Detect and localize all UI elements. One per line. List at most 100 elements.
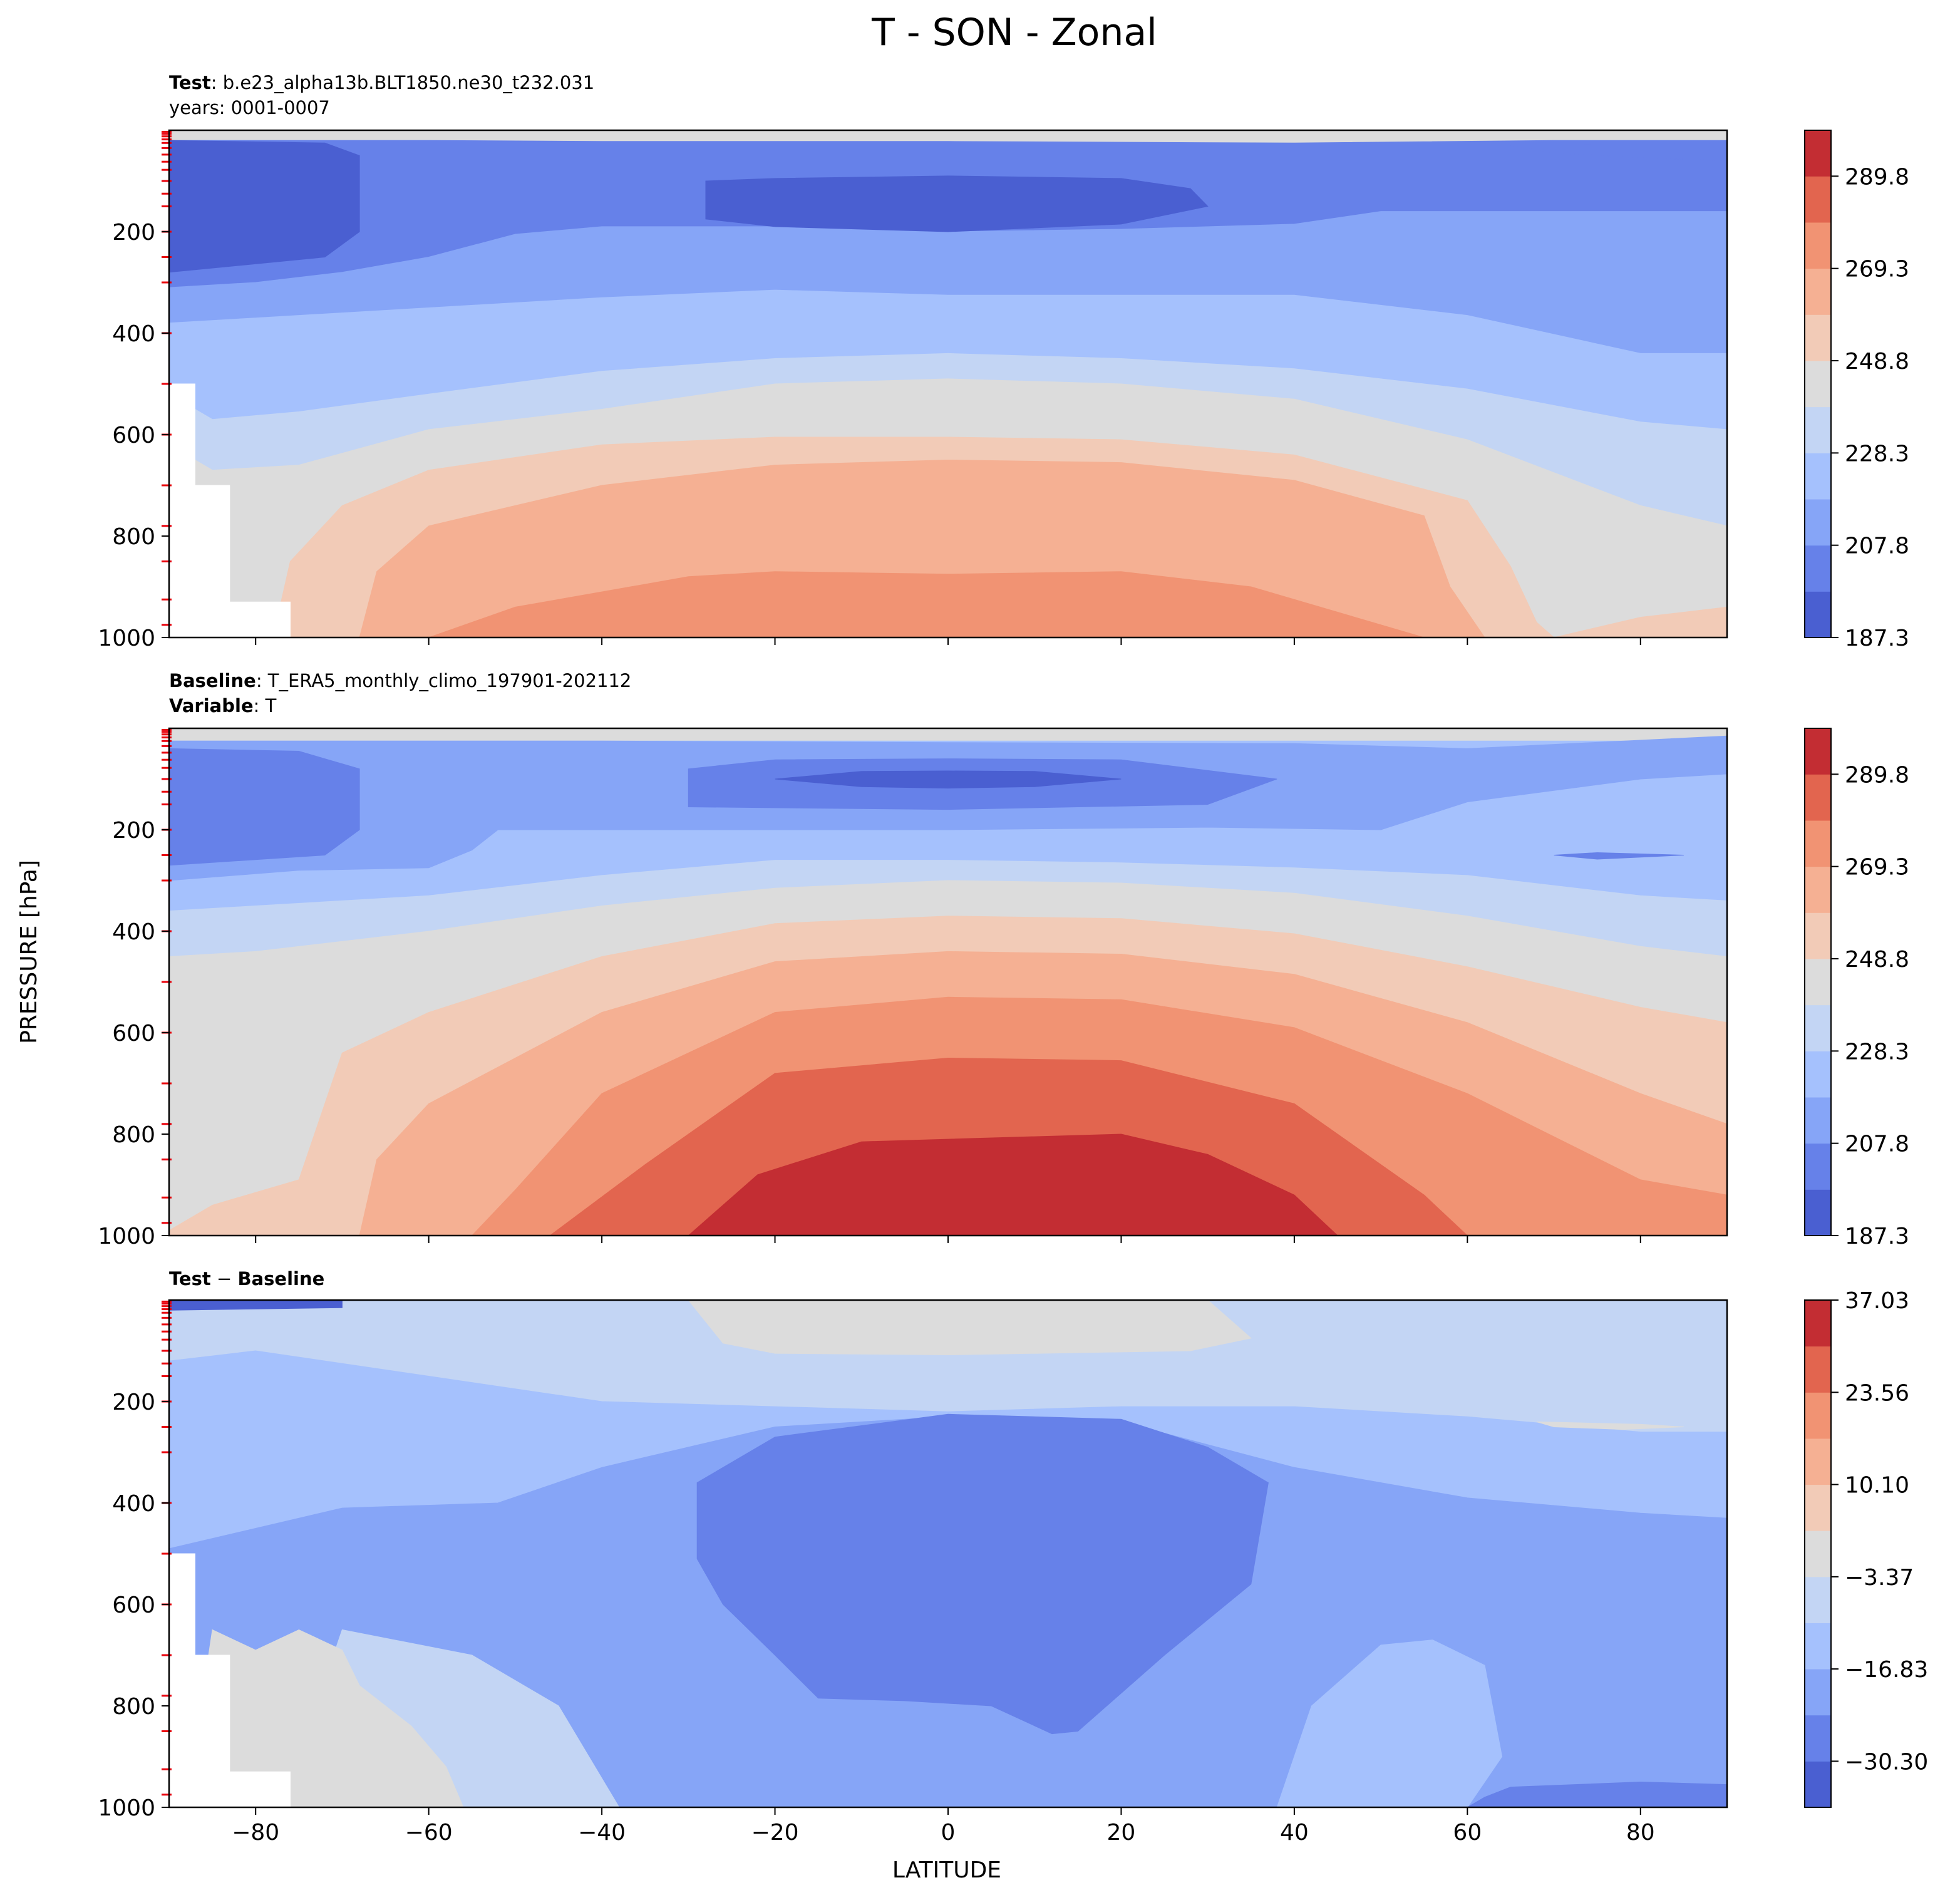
colorbar-tick-label: 289.8 — [1845, 164, 1909, 190]
colorbar-segment — [1805, 866, 1831, 913]
y-tick-label: 800 — [112, 1122, 155, 1148]
panel-test: 200 400 600 800 1000 Test: b.e23_alpha13b.BLT… — [98, 72, 1909, 651]
colorbar-segment — [1805, 1484, 1831, 1531]
x-axis-label: LATITUDE — [892, 1857, 1001, 1883]
colorbar-segment — [1805, 360, 1831, 408]
y-tick-label: 1000 — [98, 626, 155, 651]
colorbar-frame — [1804, 1299, 1832, 1808]
colorbar-segment — [1805, 545, 1831, 592]
colorbar-tick-label: 187.3 — [1845, 1224, 1909, 1249]
colorbar-tick-label: 248.8 — [1845, 349, 1909, 374]
colorbar-segment — [1805, 774, 1831, 821]
colorbar-segment — [1805, 406, 1831, 453]
contour-region-3 — [775, 770, 1122, 789]
colorbar-tick-label: −3.37 — [1845, 1565, 1914, 1591]
colorbar-segment — [1805, 1051, 1831, 1098]
y-axis-label: PRESSURE [hPa] — [16, 860, 42, 1044]
colorbar-tick-label: 269.3 — [1845, 257, 1909, 282]
colorbar-segment — [1805, 1097, 1831, 1144]
contour-region-7 — [1536, 1421, 1684, 1430]
colorbar-segment — [1805, 498, 1831, 546]
contour-region-0 — [688, 1300, 1252, 1356]
colorbar-segment — [1805, 1392, 1831, 1439]
plot-area-diff — [169, 1300, 1727, 1807]
contour-region-3 — [169, 383, 291, 638]
contour-region-4 — [1276, 1639, 1503, 1807]
colorbar-test: 187.3 207.8 228.3 248.8 269.3 289.8 — [1804, 130, 1909, 651]
colorbar-segment — [1805, 1715, 1831, 1762]
y-tick-label: 200 — [112, 1390, 155, 1415]
colorbar-segment — [1805, 1300, 1831, 1347]
colorbar-segment — [1805, 1189, 1831, 1236]
x-tick-label: −40 — [578, 1820, 626, 1846]
x-tick-label: 0 — [941, 1820, 956, 1846]
y-tick-label: 800 — [112, 1694, 155, 1720]
colorbar-tick-label: 248.8 — [1845, 947, 1909, 973]
colorbar-frame — [1804, 728, 1832, 1236]
x-tick-label: 40 — [1280, 1820, 1309, 1846]
colorbar-segment — [1805, 728, 1831, 775]
contour-region-1 — [169, 748, 360, 866]
colorbar-segment — [1805, 912, 1831, 959]
plot-area-test — [169, 130, 1727, 638]
x-tick-label: 80 — [1626, 1820, 1655, 1846]
y-tick-label: 600 — [112, 423, 155, 448]
y-tick-label: 200 — [112, 220, 155, 245]
contour-band-7 — [169, 571, 1727, 638]
colorbar-tick-label: 228.3 — [1845, 441, 1909, 467]
colorbar-segment — [1805, 958, 1831, 1006]
colorbar-tick-label: 207.8 — [1845, 1132, 1909, 1157]
y-tick-label: 1000 — [98, 1224, 155, 1249]
colorbar-segment — [1805, 1576, 1831, 1623]
x-tick-label: −20 — [751, 1820, 799, 1846]
colorbar-segment — [1805, 1761, 1831, 1808]
colorbar-baseline: 187.3 207.8 228.3 248.8 269.3 289.8 — [1804, 728, 1909, 1249]
x-tick-label: 20 — [1107, 1820, 1136, 1846]
contour-region-6 — [169, 1300, 343, 1311]
y-tick-label: 200 — [112, 818, 155, 844]
panel-title: Baseline: T_ERA5_monthly_climo_197901-20… — [169, 670, 631, 691]
colorbar-segment — [1805, 1346, 1831, 1393]
y-tick-label: 1000 — [98, 1795, 155, 1821]
colorbar-segment — [1805, 268, 1831, 315]
colorbar-segment — [1805, 176, 1831, 223]
contour-region-3 — [696, 1413, 1269, 1735]
colorbar-tick-label: 289.8 — [1845, 762, 1909, 788]
panel-title: Test − Baseline — [169, 1268, 324, 1289]
panel-subtitle: years: 0001-0007 — [169, 97, 330, 118]
colorbar-segment — [1805, 1438, 1831, 1485]
x-tick-label: −80 — [232, 1820, 279, 1846]
contour-region-0 — [169, 140, 360, 273]
suptitle: T - SON - Zonal — [871, 11, 1157, 54]
contour-region-5 — [1467, 1781, 1727, 1807]
colorbar-tick-label: 269.3 — [1845, 855, 1909, 880]
colorbar-segment — [1805, 820, 1831, 867]
y-tick-label: 400 — [112, 321, 155, 347]
contour-region-2 — [1510, 142, 1727, 162]
y-tick-label: 600 — [112, 1593, 155, 1618]
colorbar-segment — [1805, 1143, 1831, 1190]
panel-title: Test: b.e23_alpha13b.BLT1850.ne30_t232.0… — [169, 72, 594, 93]
colorbar-tick-label: 37.03 — [1845, 1288, 1909, 1314]
y-tick-label: 800 — [112, 524, 155, 550]
colorbar-segment — [1805, 1623, 1831, 1670]
contour-band-7 — [169, 1133, 1727, 1236]
contour-region-4 — [1554, 852, 1684, 860]
colorbar-tick-label: 228.3 — [1845, 1039, 1909, 1065]
colorbar-tick-label: 187.3 — [1845, 626, 1909, 651]
colorbar-tick-label: −30.30 — [1845, 1749, 1928, 1775]
colorbar-segment — [1805, 222, 1831, 269]
colorbar-tick-label: 207.8 — [1845, 534, 1909, 559]
contour-region-8 — [169, 1553, 291, 1807]
colorbar-segment — [1805, 1531, 1831, 1577]
panel-baseline: 200 400 600 800 1000 Baseline: T_ERA5_monthly… — [98, 670, 1909, 1249]
contour-region-1 — [705, 175, 1209, 232]
colorbar-segment — [1805, 453, 1831, 500]
panel-subtitle: Variable: T — [169, 695, 277, 716]
colorbar-segment — [1805, 130, 1831, 177]
colorbar-frame — [1804, 130, 1832, 638]
colorbar-segment — [1805, 1669, 1831, 1716]
colorbar-segment — [1805, 314, 1831, 361]
